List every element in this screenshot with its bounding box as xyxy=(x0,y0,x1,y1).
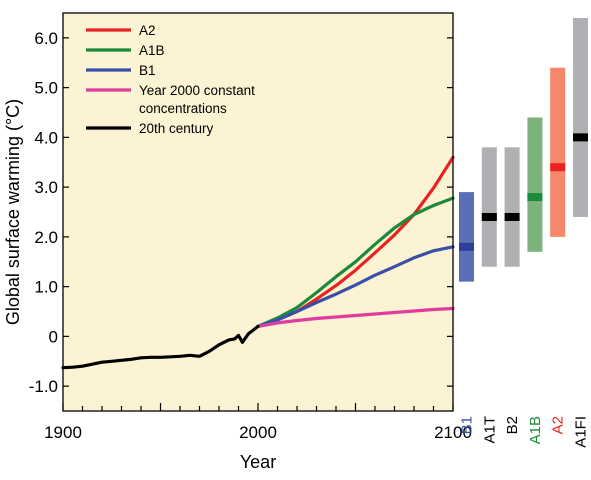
series-group xyxy=(61,155,455,370)
y-tick-label: 0 xyxy=(49,327,58,346)
y-axis-title: Global surface warming (°C) xyxy=(3,99,23,325)
range-bar-b2 xyxy=(504,147,520,267)
range-label-a2: A2 xyxy=(550,416,567,434)
range-label-a1fi: A1FI xyxy=(573,416,590,448)
range-bar-a2 xyxy=(550,67,566,237)
range-best-b1 xyxy=(459,242,474,251)
x-axis-title: Year xyxy=(240,452,276,472)
range-bar-a1t xyxy=(481,147,497,267)
y-tick-label: 1.0 xyxy=(34,278,58,297)
legend-label: Year 2000 constant xyxy=(139,83,255,98)
range-best-a1t xyxy=(481,212,497,221)
legend-label: A1B xyxy=(139,43,165,58)
axes-group: -1.0 0 1.0 2.0 3.0 4.0 5.0 6.0 1900 2000 2100 xyxy=(29,29,472,442)
x-tick-label: 2000 xyxy=(239,423,277,442)
series-line-year-2000-constant-concentrations xyxy=(256,306,455,328)
plot-area xyxy=(63,13,453,411)
series-line-a1b xyxy=(256,196,455,328)
x-tick-label: 2100 xyxy=(434,423,472,442)
range-best-a1b xyxy=(527,193,543,202)
range-label-b1: B1 xyxy=(459,416,476,434)
y-tick-label: 3.0 xyxy=(34,178,58,197)
range-label-a1b: A1B xyxy=(527,416,544,444)
range-label-b2: B2 xyxy=(504,416,521,434)
range-best-a2 xyxy=(550,163,566,172)
series-line-20th-century xyxy=(61,324,260,370)
legend-label: 20th century xyxy=(139,121,214,136)
range-best-b2 xyxy=(504,212,520,221)
series-line-b1 xyxy=(256,245,455,328)
y-tick-label: 4.0 xyxy=(34,128,58,147)
legend: A2 A1B B1 Year 2000 constant concentrations 2… xyxy=(86,23,255,136)
x-tick-label: 1900 xyxy=(44,423,82,442)
scenario-ranges: B1 A1T B2 A1B A2 A1FI xyxy=(459,17,590,448)
range-bar-b1 xyxy=(459,192,474,282)
y-tick-label: 6.0 xyxy=(34,29,58,48)
range-best-a1fi xyxy=(573,133,588,142)
range-bar-a1fi xyxy=(573,17,588,217)
y-tick-label: 5.0 xyxy=(34,79,58,98)
legend-label: B1 xyxy=(139,63,156,78)
legend-label: A2 xyxy=(139,23,156,38)
y-tick-label: 2.0 xyxy=(34,228,58,247)
legend-label: concentrations xyxy=(139,101,227,116)
y-tick-label: -1.0 xyxy=(29,377,58,396)
range-label-a1t: A1T xyxy=(481,416,498,444)
range-bar-a1b xyxy=(527,117,543,252)
